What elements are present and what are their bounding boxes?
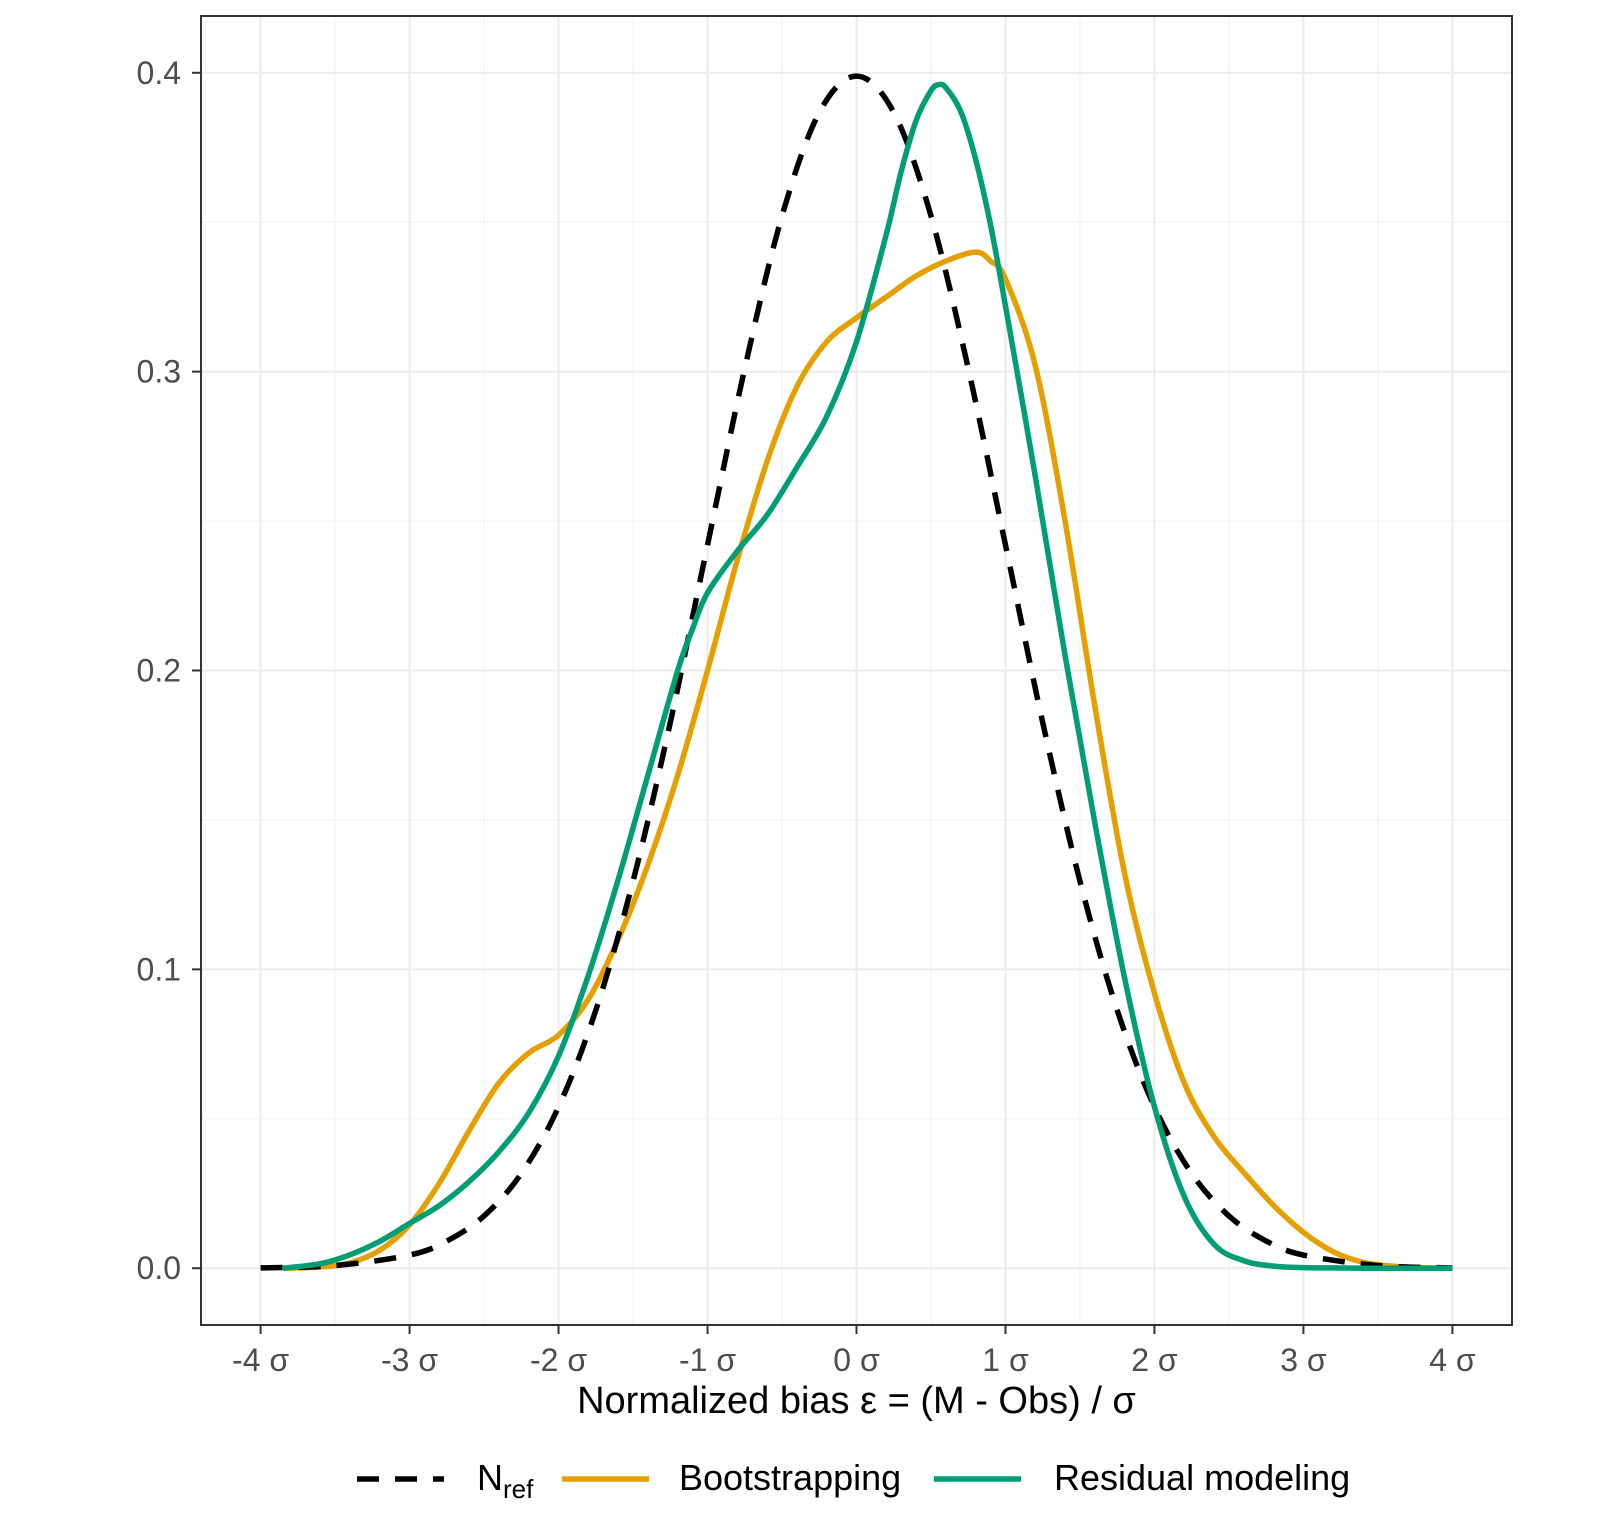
x-tick-label: -4 σ [232,1342,289,1378]
x-tick-label: 0 σ [833,1342,880,1378]
y-tick-label: 0.3 [137,354,181,390]
y-tick-label: 0.1 [137,951,181,987]
y-tick-label: 0.0 [137,1250,181,1286]
x-tick-label: 1 σ [982,1342,1029,1378]
y-axis: 0.0 0.1 0.2 0.3 0.4 [137,55,201,1286]
x-tick-label: -1 σ [679,1342,736,1378]
x-tick-label: 3 σ [1280,1342,1327,1378]
legend-label: Residual modeling [1054,1457,1350,1498]
y-tick-label: 0.2 [137,653,181,689]
series-line-residual-modeling [282,81,1453,1271]
series-layer [260,73,1453,1271]
x-tick-label: 2 σ [1131,1342,1178,1378]
x-tick-label: -3 σ [381,1342,438,1378]
y-tick-label: 0.4 [137,55,181,91]
series-line-bootstrapping [282,249,1453,1271]
x-tick-label: 4 σ [1429,1342,1476,1378]
legend-label: Bootstrapping [679,1457,901,1498]
series-line-nref [260,73,1453,1271]
x-axis-title: Normalized bias ε = (M - Obs) / σ [577,1380,1136,1422]
x-axis: -4 σ -3 σ -2 σ -1 σ 0 σ 1 σ 2 σ 3 σ 4 σ [232,1325,1476,1378]
x-tick-label: -2 σ [530,1342,587,1378]
legend-label-subscript: ref [503,1474,534,1504]
